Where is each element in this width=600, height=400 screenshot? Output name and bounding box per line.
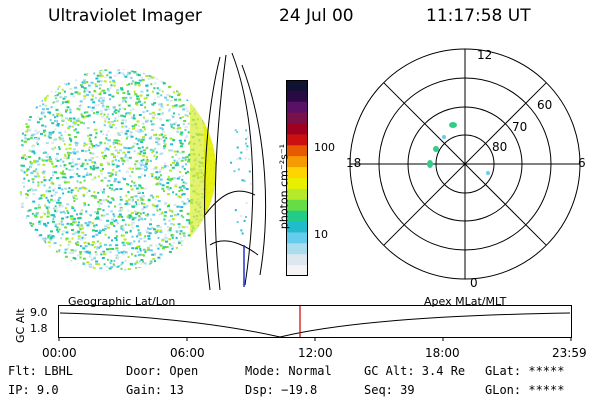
mlt-label-18: 18 bbox=[346, 156, 362, 170]
image-time: 11:17:58 UT bbox=[426, 6, 531, 26]
apex-caption: Apex MLat/MLT bbox=[424, 295, 507, 308]
info-mode: Mode: Normal bbox=[245, 364, 332, 378]
colorbar-tick-10: 10 bbox=[314, 228, 328, 241]
mlat-label-80: 80 bbox=[492, 140, 508, 154]
info-filter: Flt: LBHL bbox=[8, 364, 74, 378]
instrument-title: Ultraviolet Imager bbox=[48, 6, 202, 26]
colorbar-units: photon cm⁻²s⁻¹ bbox=[277, 143, 291, 230]
mlt-label-6: 6 bbox=[578, 156, 586, 170]
photon-colorbar bbox=[286, 80, 308, 276]
image-date: 24 Jul 00 bbox=[279, 6, 354, 26]
info-glon: GLon: ***** bbox=[485, 383, 565, 397]
time-tick-0600: 06:00 bbox=[170, 346, 205, 360]
geographic-caption: Geographic Lat/Lon bbox=[68, 295, 176, 308]
gc-alt-timeseries bbox=[58, 305, 572, 341]
info-dsp: Dsp: −19.8 bbox=[245, 383, 318, 397]
time-tick-1200: 12:00 bbox=[298, 346, 333, 360]
colorbar-tick-100: 100 bbox=[314, 141, 335, 154]
info-door: Door: Open bbox=[126, 364, 199, 378]
info-glat: GLat: ***** bbox=[485, 364, 565, 378]
gc-alt-tick-low: 1.8 bbox=[30, 322, 48, 335]
time-tick-2359: 23:59 bbox=[552, 346, 587, 360]
info-seq: Seq: 39 bbox=[364, 383, 415, 397]
info-gc-alt: GC Alt: 3.4 Re bbox=[364, 364, 466, 378]
mlt-label-12: 12 bbox=[477, 48, 493, 62]
gc-alt-tick-high: 9.0 bbox=[30, 306, 48, 319]
time-tick-1800: 18:00 bbox=[425, 346, 460, 360]
mlt-label-0: 0 bbox=[470, 276, 478, 290]
gc-alt-curve bbox=[59, 312, 571, 338]
gc-alt-axis-label: GC Alt bbox=[14, 308, 27, 343]
time-tick-0000: 00:00 bbox=[42, 346, 77, 360]
uv-earth-image bbox=[20, 52, 267, 291]
info-ip: IP: 9.0 bbox=[8, 383, 59, 397]
info-gain: Gain: 13 bbox=[126, 383, 184, 397]
mlat-label-60: 60 bbox=[537, 98, 553, 112]
polar-auroral-spots bbox=[427, 122, 490, 175]
limb-emission-speckle bbox=[230, 129, 252, 235]
mlat-label-70: 70 bbox=[512, 120, 528, 134]
polar-mlt-plot bbox=[349, 48, 581, 280]
